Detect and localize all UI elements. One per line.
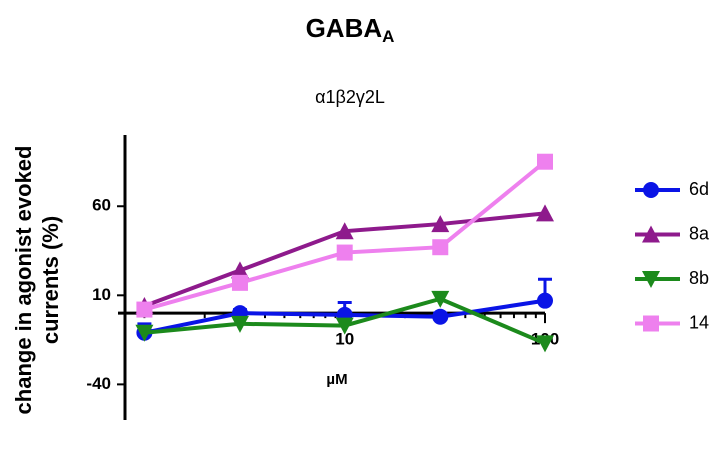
title-subscript: A: [382, 27, 394, 46]
marker: [335, 317, 354, 335]
chart-title: GABAA: [306, 13, 395, 47]
marker: [536, 335, 554, 353]
legend-label: 8a: [689, 223, 710, 243]
legend-label: 8b: [689, 268, 709, 288]
marker: [431, 215, 450, 233]
marker: [537, 292, 553, 309]
marker: [335, 222, 354, 240]
y-axis-label-line: currents (%): [38, 216, 63, 344]
series: [136, 153, 553, 318]
marker: [536, 204, 554, 222]
marker: [537, 153, 553, 170]
marker: [230, 315, 249, 333]
marker: [642, 225, 660, 243]
legend-label: 14: [689, 312, 709, 332]
marker: [336, 244, 353, 261]
x-axis-label: µM: [326, 371, 347, 388]
marker: [432, 308, 449, 325]
marker: [135, 324, 154, 342]
x-tick-label: 10: [335, 330, 354, 349]
marker: [230, 261, 249, 279]
chart-subtitle: α1β2γ2L: [315, 87, 385, 107]
y-tick-label: -40: [86, 374, 111, 393]
title-main: GABA: [306, 13, 383, 43]
marker: [643, 315, 659, 332]
marker: [431, 290, 450, 308]
marker: [642, 271, 660, 288]
y-tick-label: 60: [92, 196, 111, 215]
legend: 6d 8a 8b 14: [635, 179, 710, 332]
marker: [231, 274, 248, 291]
y-tick-label: 10: [92, 285, 111, 304]
y-axis-label: change in agonist evoked currents (%): [11, 146, 63, 415]
marker: [643, 182, 659, 198]
legend-label: 6d: [689, 179, 709, 199]
marker: [136, 301, 153, 318]
series: [135, 290, 554, 353]
marker: [432, 239, 449, 256]
y-axis-label-line: change in agonist evoked: [11, 146, 36, 415]
